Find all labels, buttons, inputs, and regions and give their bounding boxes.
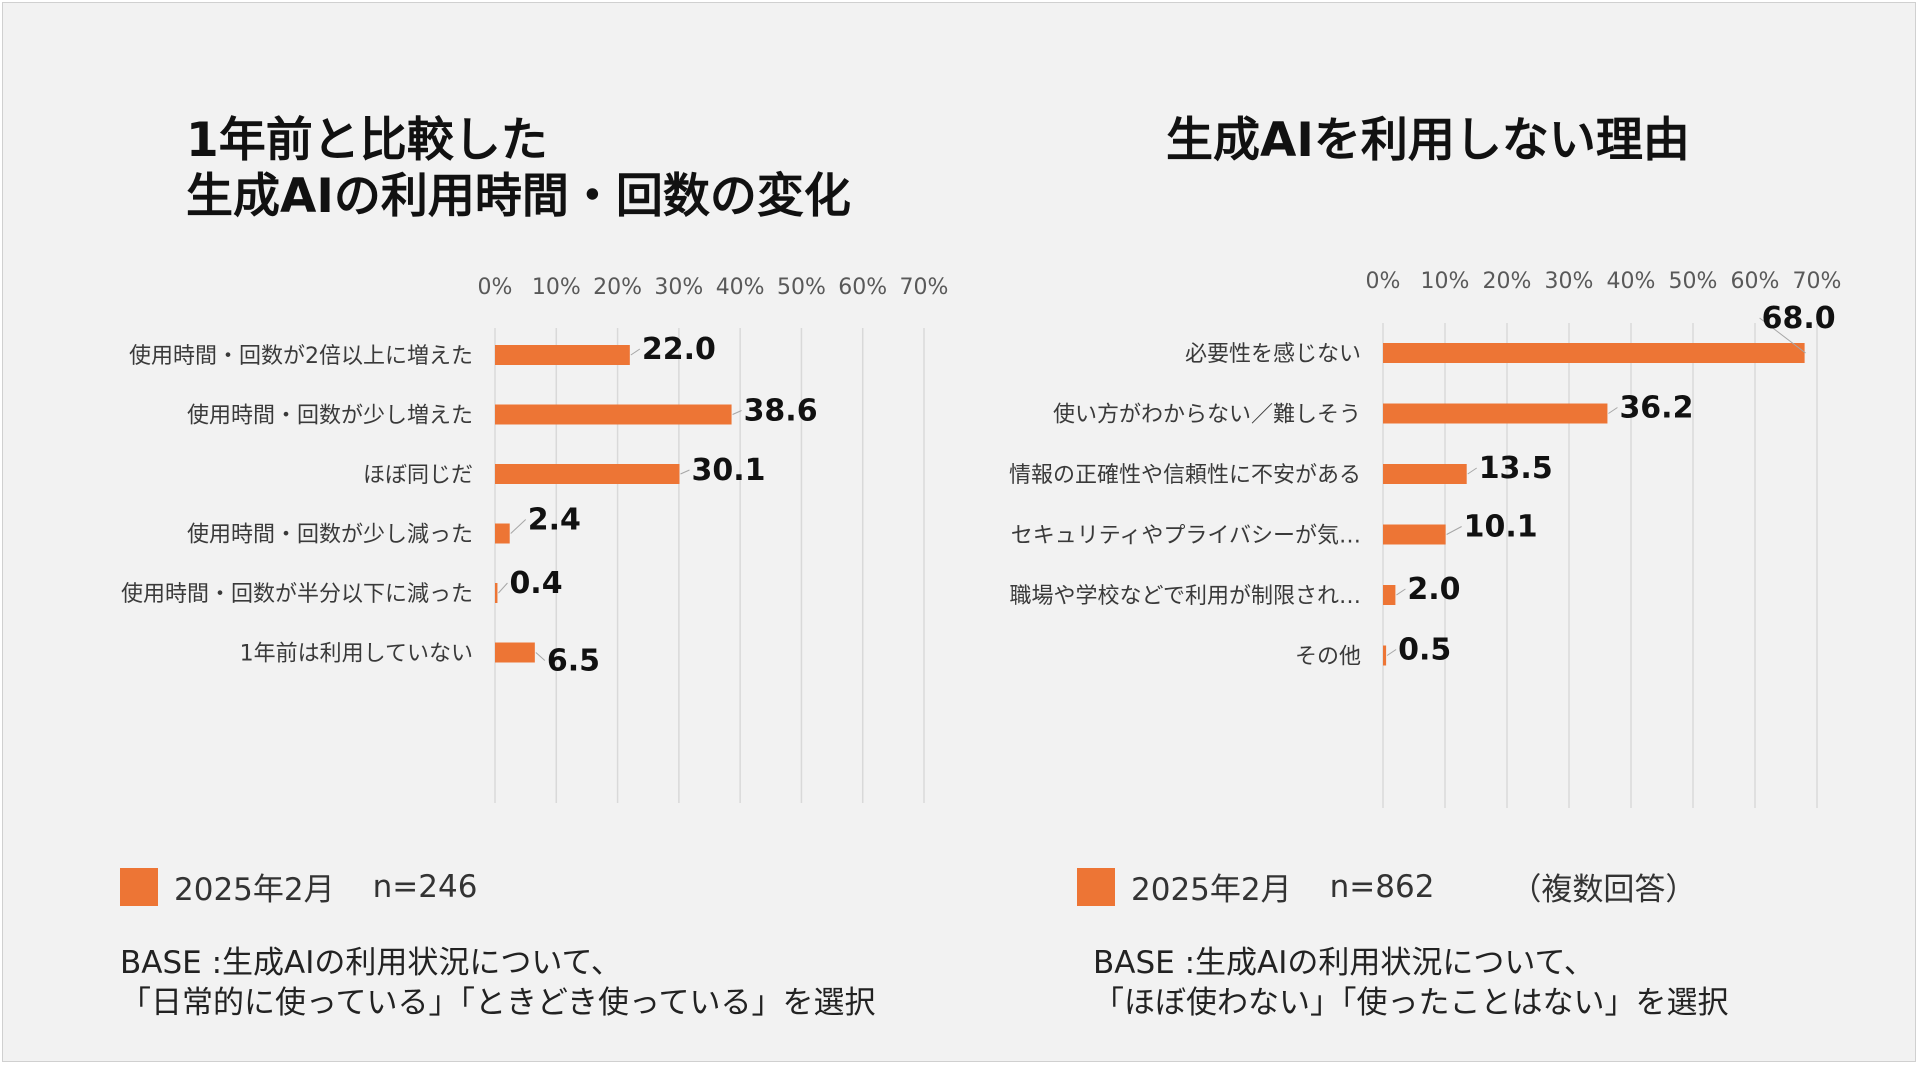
left-title-line2: 生成AIの利用時間・回数の変化 bbox=[186, 169, 851, 224]
right-note-line2: 「ほぼ使わない」「使ったことはない」を選択 bbox=[1093, 985, 1729, 1021]
left-leader-line bbox=[630, 348, 641, 356]
left-data-label: 22.0 bbox=[642, 332, 716, 367]
left-x-tick-label: 30% bbox=[654, 275, 703, 300]
right-leader-line bbox=[1386, 649, 1397, 656]
right-data-label: 68.0 bbox=[1762, 301, 1836, 336]
right-legend: 2025年2月 n=862 （複数回答） bbox=[1077, 864, 1696, 909]
right-bar bbox=[1383, 585, 1396, 605]
left-category-label: 使用時間・回数が少し増えた bbox=[187, 404, 473, 429]
left-legend: 2025年2月 n=246 bbox=[120, 864, 477, 909]
right-x-tick-label: 10% bbox=[1421, 269, 1470, 294]
left-x-tick-label: 60% bbox=[838, 275, 887, 300]
right-legend-label: 2025年2月 bbox=[1131, 872, 1292, 908]
right-x-tick-label: 40% bbox=[1607, 269, 1656, 294]
left-bar bbox=[495, 642, 535, 663]
left-x-tick-label: 50% bbox=[777, 275, 826, 300]
right-bar bbox=[1383, 403, 1608, 424]
right-leader-line bbox=[1759, 317, 1806, 354]
right-bar bbox=[1383, 645, 1387, 666]
left-legend-swatch bbox=[120, 867, 158, 906]
left-category-label: 使用時間・回数が少し減った bbox=[187, 523, 473, 548]
left-chart-title: 1年前と比較した 生成AIの利用時間・回数の変化 bbox=[186, 113, 851, 225]
right-data-label: 13.5 bbox=[1479, 451, 1553, 486]
left-bar bbox=[495, 464, 680, 484]
left-bar bbox=[495, 345, 630, 365]
left-bar bbox=[495, 404, 732, 425]
right-x-tick-label: 30% bbox=[1545, 269, 1594, 294]
left-note-line2: 「日常的に使っている」「ときどき使っている」を選択 bbox=[120, 985, 876, 1021]
right-x-tick-label: 60% bbox=[1731, 269, 1780, 294]
right-bar-chart: 0% 10% 20% 30% 40% 50% 60% 70% 必要性を感じない 68.0 使い方がわ… bbox=[1009, 269, 1842, 808]
right-category-label: 情報の正確性や信頼性に不安がある bbox=[1009, 463, 1361, 488]
right-data-label: 36.2 bbox=[1619, 391, 1693, 426]
right-bar bbox=[1383, 524, 1446, 545]
left-bar-chart: 0% 10% 20% 30% 40% 50% 60% 70% 使用時間・回数が2倍以上に増えた 2… bbox=[121, 275, 949, 803]
left-legend-n: n=246 bbox=[372, 868, 478, 905]
right-category-label: 職場や学校などで利用が制限され… bbox=[1009, 584, 1361, 609]
left-bar bbox=[495, 523, 510, 544]
left-data-label: 6.5 bbox=[547, 644, 600, 679]
right-legend-multiple-answer: （複数回答） bbox=[1510, 872, 1697, 908]
right-bar bbox=[1383, 464, 1467, 484]
left-leader-line bbox=[535, 652, 546, 661]
left-category-label: ほぼ同じだ bbox=[363, 463, 473, 488]
right-data-label: 2.0 bbox=[1407, 572, 1460, 607]
left-category-label: 1年前は利用していない bbox=[240, 642, 473, 667]
left-leader-line bbox=[732, 410, 742, 415]
left-legend-label: 2025年2月 bbox=[174, 872, 335, 908]
left-data-label: 38.6 bbox=[744, 394, 818, 429]
right-x-tick-label: 20% bbox=[1483, 269, 1532, 294]
left-data-label: 0.4 bbox=[509, 566, 562, 601]
left-category-label: 使用時間・回数が2倍以上に増えた bbox=[129, 344, 473, 369]
left-category-label: 使用時間・回数が半分以下に減った bbox=[121, 582, 473, 607]
right-data-label: 10.1 bbox=[1464, 510, 1538, 545]
right-legend-n: n=862 bbox=[1329, 868, 1435, 905]
right-category-label: セキュリティやプライバシーが気… bbox=[1011, 524, 1361, 549]
right-base-note: BASE :生成AIの利用状況について、 「ほぼ使わない」「使ったことはない」を… bbox=[1093, 943, 1729, 1023]
left-base-note: BASE :生成AIの利用状況について、 「日常的に使っている」「ときどき使って… bbox=[120, 943, 875, 1023]
right-chart-title: 生成AIを利用しない理由 bbox=[1166, 113, 1690, 168]
left-x-tick-label: 20% bbox=[593, 275, 642, 300]
right-x-tick-label: 0% bbox=[1366, 269, 1401, 294]
right-leader-line bbox=[1467, 467, 1477, 475]
left-data-label: 30.1 bbox=[691, 453, 765, 488]
right-bar bbox=[1383, 343, 1805, 363]
right-leader-line bbox=[1396, 588, 1406, 596]
right-note-line1: BASE :生成AIの利用状況について、 bbox=[1093, 945, 1595, 981]
left-x-tick-label: 0% bbox=[478, 275, 513, 300]
right-x-tick-label: 50% bbox=[1669, 269, 1718, 294]
right-data-label: 0.5 bbox=[1398, 633, 1451, 668]
left-note-line1: BASE :生成AIの利用状況について、 bbox=[120, 945, 622, 981]
right-category-label: 使い方がわからない／難しそう bbox=[1053, 403, 1361, 428]
right-category-label: 必要性を感じない bbox=[1185, 342, 1361, 367]
right-x-tick-label: 70% bbox=[1793, 269, 1842, 294]
right-legend-swatch bbox=[1077, 867, 1115, 906]
left-data-label: 2.4 bbox=[528, 503, 581, 538]
left-title-line1: 1年前と比較した bbox=[186, 113, 548, 168]
left-bar bbox=[495, 583, 498, 603]
right-category-label: その他 bbox=[1295, 645, 1361, 670]
right-leader-line bbox=[1446, 526, 1462, 535]
left-leader-line bbox=[680, 469, 690, 475]
right-leader-line bbox=[1608, 407, 1618, 414]
left-x-tick-label: 40% bbox=[716, 275, 765, 300]
left-leader-line bbox=[510, 519, 527, 534]
left-x-tick-label: 10% bbox=[532, 275, 581, 300]
left-x-tick-label: 70% bbox=[900, 275, 949, 300]
left-leader-line bbox=[498, 582, 508, 594]
